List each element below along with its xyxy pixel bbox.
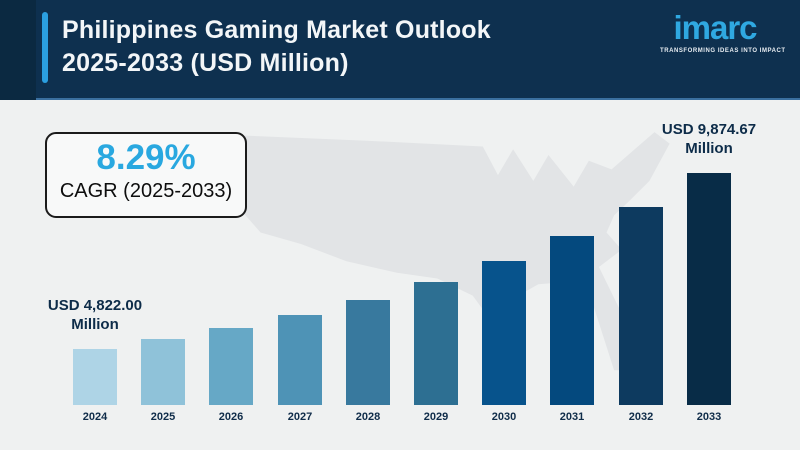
cagr-value: 8.29% [96,138,196,177]
start-value-line1: USD 4,822.00 [47,297,143,314]
end-value-label: USD 9,874.67 Million [634,120,784,158]
year-label-2029: 2029 [423,411,449,423]
bar-2030 [482,261,526,405]
year-label-2030: 2030 [491,411,517,423]
imarc-logo: imarc TRANSFORMING IDEAS INTO IMPACT [660,9,786,55]
bar-2027 [278,315,322,405]
bar-2028 [346,300,390,405]
bar-2033 [687,173,731,405]
header-left-strip [0,0,36,100]
start-value-label: USD 4,822.00 Million [20,296,170,334]
cagr-box: 8.29% CAGR (2025-2033) [45,132,247,218]
bar-2029 [414,282,458,405]
year-label-2031: 2031 [559,411,585,423]
year-label-2026: 2026 [218,411,244,423]
bar-2031 [550,236,594,405]
header: Philippines Gaming Market Outlook 2025-2… [0,0,800,100]
end-value-line2: Million [685,140,733,157]
year-label-2028: 2028 [355,411,381,423]
end-value-line1: USD 9,874.67 [661,121,757,138]
title-accent-bar [42,12,48,83]
year-label-2033: 2033 [696,411,722,423]
start-value-line2: Million [71,316,119,333]
bar-2032 [619,207,663,405]
page-title-line1: Philippines Gaming Market Outlook [62,16,491,44]
cagr-label: CAGR (2025-2033) [59,180,233,202]
page-title-line2: 2025-2033 (USD Million) [62,49,349,77]
year-label-2024: 2024 [82,411,108,423]
year-label-2032: 2032 [628,411,654,423]
year-label-2027: 2027 [287,411,313,423]
imarc-logo-tagline: TRANSFORMING IDEAS INTO IMPACT [660,48,786,54]
bar-2026 [209,328,253,405]
bar-2025 [141,339,185,405]
page-title: Philippines Gaming Market Outlook 2025-2… [62,14,491,80]
year-label-2025: 2025 [150,411,176,423]
usa-map-silhouette [210,132,670,371]
imarc-logo-wordmark: imarc [673,9,757,46]
bar-2024 [73,349,117,405]
